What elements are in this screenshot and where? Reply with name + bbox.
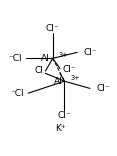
Text: Cl⁻: Cl⁻: [63, 65, 76, 74]
Text: Cl: Cl: [35, 66, 44, 76]
Text: Al: Al: [54, 77, 63, 86]
Text: 3+: 3+: [59, 52, 68, 58]
Text: Cl⁻: Cl⁻: [46, 24, 60, 33]
Text: ⁻Cl: ⁻Cl: [10, 89, 24, 98]
Text: ⁻Cl: ⁻Cl: [8, 54, 22, 63]
Text: Cl⁻: Cl⁻: [84, 48, 97, 57]
Text: Al: Al: [41, 54, 50, 63]
Text: 3+: 3+: [70, 75, 80, 81]
Text: Cl⁻: Cl⁻: [96, 84, 110, 93]
Text: Cl⁻: Cl⁻: [58, 111, 71, 120]
Text: K⁺: K⁺: [55, 124, 65, 133]
